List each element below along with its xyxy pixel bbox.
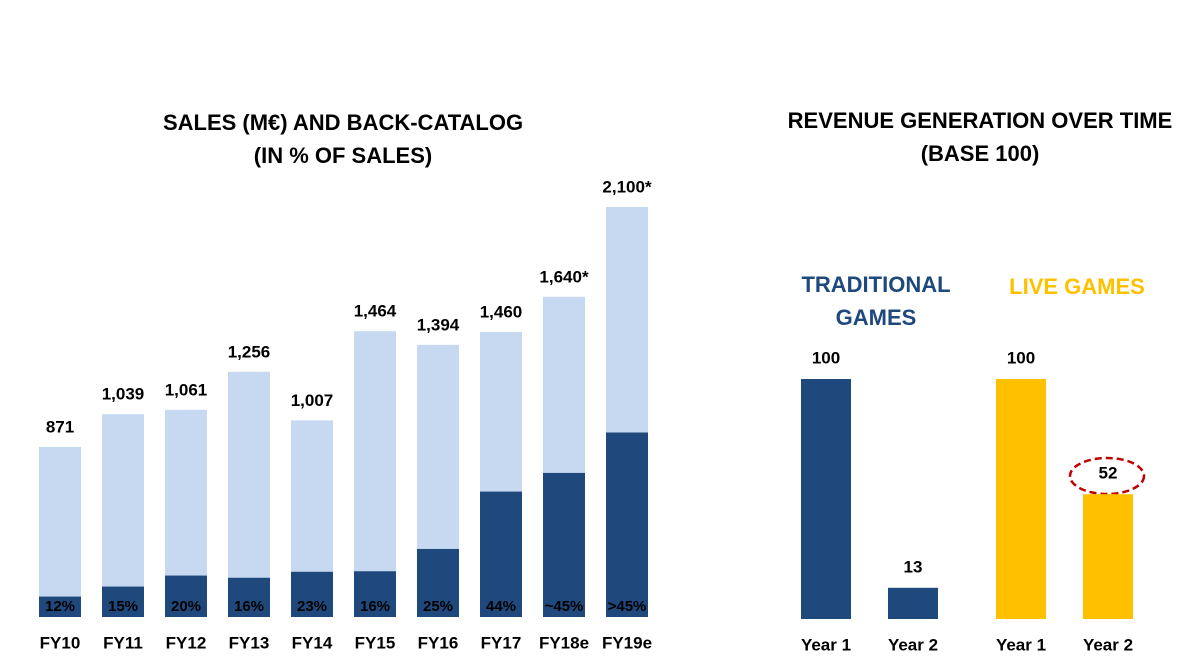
group-label: LIVE GAMES [1009,274,1145,299]
bar-segment [102,586,144,617]
bar [228,371,270,617]
x-tick-label: Year 2 [888,635,938,654]
chart-title: REVENUE GENERATION OVER TIME [788,108,1173,133]
x-tick-label: Year 1 [996,635,1046,654]
value-label: 52 [1099,464,1118,483]
bar-segment [165,575,207,617]
value-label: 1,061 [165,380,208,399]
bar-segment [543,472,585,617]
chart-title: SALES (M€) AND BACK-CATALOG [163,110,523,135]
bar [354,331,396,617]
value-label: 1,464 [354,302,397,321]
x-tick-label: FY10 [40,633,81,652]
share-label: 25% [423,598,453,615]
share-label: 12% [45,598,75,615]
value-label: 871 [46,417,74,436]
chart-subtitle: (IN % OF SALES) [254,143,432,168]
value-label: 100 [812,348,840,367]
x-tick-label: FY11 [103,633,143,652]
x-tick-label: FY14 [292,633,333,652]
bar-segment [291,571,333,617]
bar [1083,494,1133,619]
bar-segment [417,548,459,617]
value-label: 1,039 [102,385,145,404]
group-label: TRADITIONAL GAMES [801,272,951,330]
value-label: 2,100* [602,177,652,196]
share-label: ~45% [545,598,584,615]
bar-segment [480,491,522,617]
value-label: 1,007 [291,391,334,410]
x-tick-label: FY17 [481,633,522,652]
value-label: 13 [904,557,923,576]
x-tick-label: Year 2 [1083,635,1133,654]
value-label: 1,256 [228,342,271,361]
value-label: 1,460 [480,302,523,321]
bar-segment [39,596,81,617]
value-label: 1,640* [539,267,589,286]
value-label: 100 [1007,348,1035,367]
bar [888,587,938,619]
x-tick-label: FY19e [602,633,652,652]
share-label: 16% [234,598,264,615]
bar [39,446,81,617]
share-label: 20% [171,598,201,615]
share-label: 44% [486,598,516,615]
bar [996,379,1046,619]
share-label: 23% [297,598,327,615]
value-label: 1,394 [417,315,460,334]
bar-segment [354,571,396,617]
x-tick-label: FY15 [355,633,396,652]
share-label: 16% [360,598,390,615]
bar-segment [228,577,270,617]
bar [801,379,851,619]
x-tick-label: Year 1 [801,635,851,654]
x-tick-label: FY12 [166,633,207,652]
x-tick-label: FY13 [229,633,270,652]
bar-segment [606,432,648,617]
chart-subtitle: (BASE 100) [921,141,1040,166]
bar [102,414,144,617]
share-label: >45% [608,598,647,615]
share-label: 15% [108,598,138,615]
x-tick-label: FY16 [418,633,459,652]
highlight-ellipse [1068,456,1146,496]
x-tick-label: FY18e [539,633,589,652]
